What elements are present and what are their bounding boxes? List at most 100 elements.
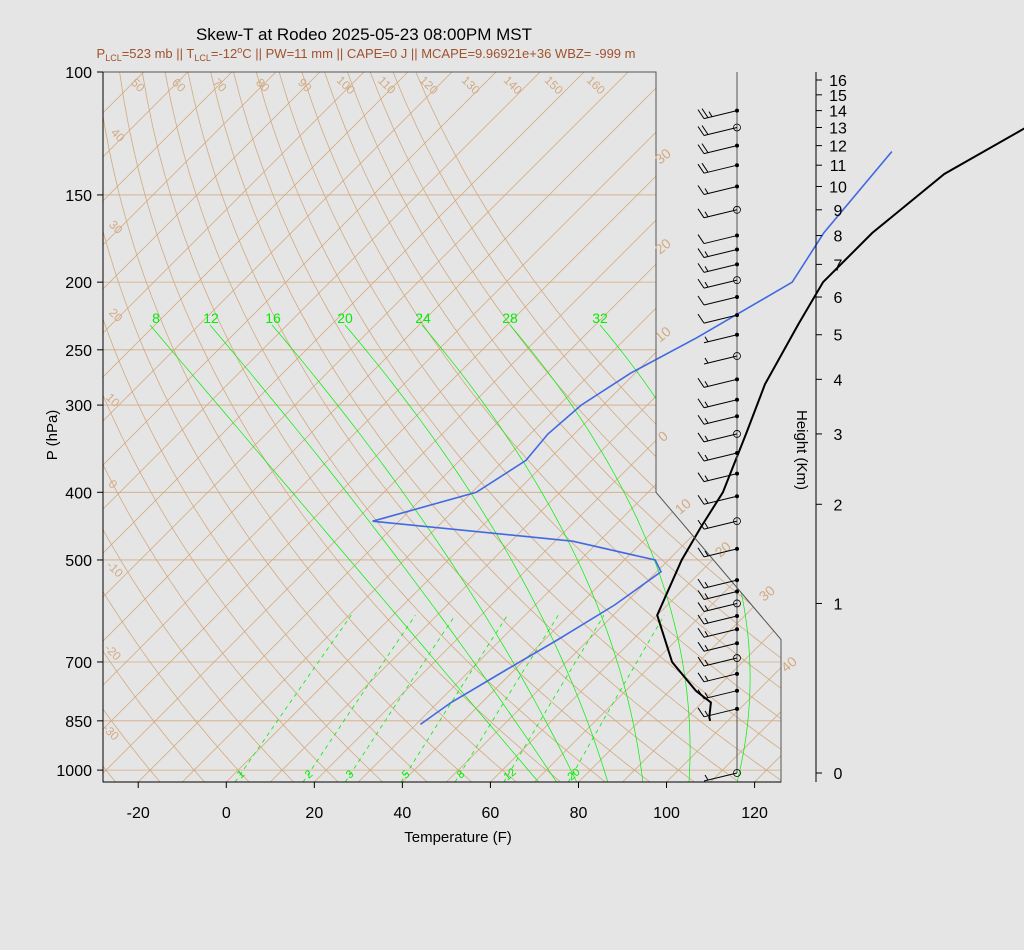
isotherm-line — [578, 72, 781, 782]
wind-barb-feather — [697, 378, 705, 388]
wind-barb-feather — [697, 295, 705, 306]
wind-barb — [703, 579, 738, 589]
dry-adiabat-line — [347, 72, 781, 782]
wind-barb-feather — [697, 234, 705, 244]
x-tick-label: 80 — [570, 805, 588, 822]
wind-barb-feather — [697, 451, 705, 462]
wind-barb — [703, 314, 738, 324]
dry-adiabat-line — [103, 72, 520, 782]
wind-barb-feather — [697, 185, 705, 195]
isotherm-line — [534, 72, 781, 782]
wind-barb — [703, 209, 738, 219]
height-tick-label: 1 — [834, 596, 843, 613]
dry-adiabat-line — [103, 72, 342, 782]
isotherm-line — [622, 72, 781, 782]
theta-label: 100 — [334, 73, 358, 97]
theta-label: 70 — [210, 75, 230, 95]
wind-barb — [703, 249, 738, 259]
moist-adiabat-line — [509, 324, 691, 782]
wind-barb-feather — [697, 547, 705, 558]
y-tick-label: 250 — [65, 343, 92, 360]
height-tick-label: 14 — [829, 104, 847, 121]
height-tick-label: 3 — [834, 427, 843, 444]
wind-barb-feather — [697, 414, 705, 425]
moist-adiabat-label: 24 — [415, 310, 431, 326]
wind-dot — [733, 517, 741, 526]
wind-barb-feather — [697, 627, 705, 638]
dry-adiabat-line — [141, 72, 610, 782]
x-tick-label: 100 — [653, 805, 680, 822]
dry-adiabat-line — [233, 72, 781, 782]
wind-barb-feather — [697, 578, 705, 589]
y-axis-label: P (hPa) — [44, 410, 61, 461]
dry-adiabat-line — [278, 72, 781, 782]
theta-label: 0 — [106, 477, 121, 492]
wind-barb-feather — [697, 163, 705, 174]
isotherm-line — [103, 72, 541, 782]
wind-barb-feather — [704, 774, 709, 781]
chart-title: Skew-T at Rodeo 2025-05-23 08:00PM MST — [196, 25, 532, 44]
dry-adiabat-line — [210, 72, 744, 782]
dry-adiabat-line — [103, 72, 208, 782]
dry-adiabat-line — [164, 72, 654, 782]
mixing-ratio-line — [454, 614, 559, 782]
wind-barb-feather — [704, 605, 709, 611]
isotherm-line — [314, 72, 781, 782]
isotherm-line — [358, 72, 781, 782]
wind-barb — [703, 185, 738, 195]
wind-barb-feather — [697, 641, 705, 652]
wind-barb-feather — [708, 111, 713, 117]
wind-barb-feather — [701, 143, 709, 153]
moist-adiabat-line — [421, 324, 644, 782]
isotherm-label: 20 — [712, 538, 734, 560]
y-tick-label: 500 — [65, 553, 92, 570]
height-tick-label: 16 — [829, 73, 847, 90]
wind-barb-feather — [697, 313, 705, 324]
moist-adiabat-line — [209, 324, 557, 782]
mixing-ratio-line — [400, 614, 508, 782]
theta-label: 130 — [459, 73, 483, 97]
wind-barb — [703, 433, 738, 443]
x-tick-label: 20 — [305, 805, 323, 822]
wind-barb — [703, 452, 738, 462]
wind-barb-feather — [704, 357, 709, 364]
wind-barb-feather — [701, 125, 709, 135]
wind-barbs — [697, 72, 741, 782]
height-tick-label: 2 — [834, 497, 843, 514]
theta-label: 50 — [128, 75, 148, 95]
x-tick-label: 120 — [741, 805, 768, 822]
height-tick-label: 9 — [834, 203, 843, 220]
wind-barb — [703, 772, 738, 782]
dry-adiabat-line — [119, 72, 565, 782]
height-tick-label: 6 — [834, 290, 843, 307]
isotherm-label: 30 — [652, 145, 674, 167]
mixing-ratio-line — [344, 614, 456, 782]
y-tick-label: 200 — [65, 275, 92, 292]
wind-barb-feather — [704, 251, 709, 257]
dry-adiabat-line — [103, 72, 297, 782]
moist-adiabat-label: 28 — [502, 310, 518, 326]
dry-adiabat-line — [103, 72, 386, 782]
wind-barb-feather — [704, 675, 709, 682]
wind-barb-feather — [704, 401, 709, 407]
theta-label: -20 — [102, 641, 124, 663]
isotherm-line — [103, 72, 277, 782]
y-tick-label: 300 — [65, 398, 92, 415]
dry-adiabat-line — [103, 72, 431, 782]
height-tick-label: 7 — [834, 257, 843, 274]
wind-barb-feather — [704, 617, 709, 624]
wind-barb — [703, 690, 738, 700]
wind-barb-feather — [704, 692, 709, 698]
wind-dot — [733, 430, 741, 438]
height-tick-label: 10 — [829, 179, 847, 196]
theta-label: 160 — [584, 73, 608, 97]
y-tick-label: 100 — [65, 65, 92, 82]
isotherm-line — [103, 72, 761, 782]
wind-barb — [703, 355, 738, 365]
moist-adiabat-label: 20 — [337, 310, 353, 326]
wind-barb-feather — [697, 398, 705, 409]
moist-adiabat-line — [344, 324, 609, 782]
x-tick-label: 40 — [393, 805, 411, 822]
wind-barb-feather — [697, 590, 705, 600]
wind-barb-feather — [697, 494, 705, 505]
